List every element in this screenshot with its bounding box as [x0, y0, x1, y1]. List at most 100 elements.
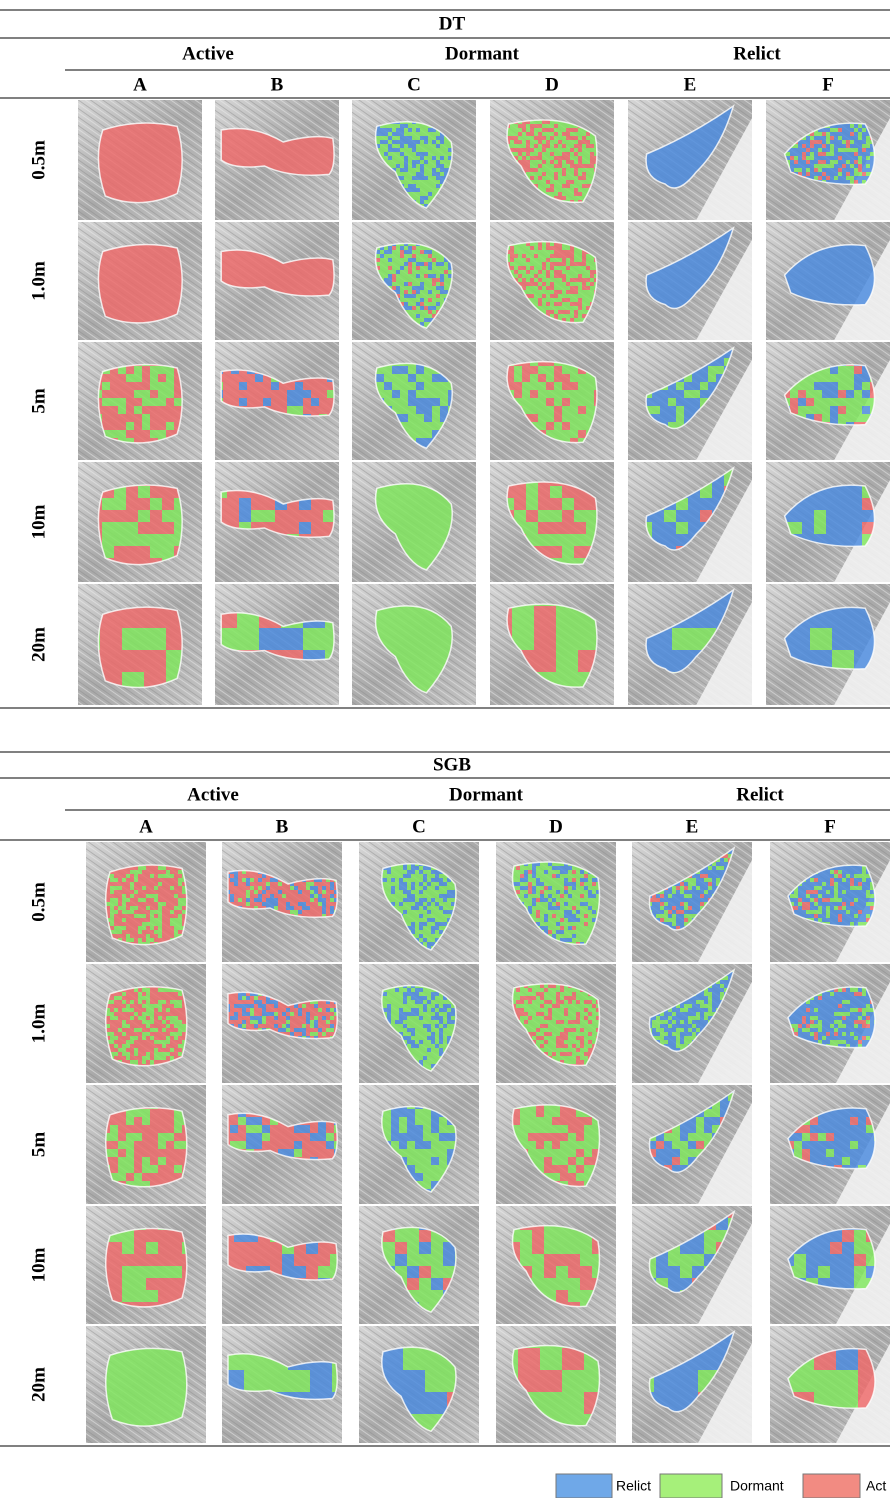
class-pixel: [850, 156, 854, 160]
class-pixel: [424, 168, 428, 172]
class-pixel: [590, 290, 594, 294]
class-pixel: [522, 258, 526, 262]
class-pixel: [420, 306, 424, 310]
class-pixel: [404, 176, 408, 180]
class-pixel: [578, 140, 582, 144]
class-pixel: [582, 262, 586, 266]
class-pixel: [408, 188, 412, 192]
class-pixel: [806, 164, 810, 168]
class-pixel: [404, 172, 408, 176]
class-pixel: [530, 124, 534, 128]
class-pixel: [542, 144, 546, 148]
class-pixel: [428, 192, 432, 196]
class-pixel: [412, 144, 416, 148]
class-pixel: [554, 294, 558, 298]
class-pixel: [554, 140, 558, 144]
class-pixel: [440, 286, 444, 290]
class-pixel: [834, 176, 838, 180]
class-pixel: [522, 136, 526, 140]
class-pixel: [586, 140, 590, 144]
class-pixel: [510, 140, 514, 144]
class-pixel: [558, 192, 562, 196]
class-pixel: [424, 160, 428, 164]
class-pixel: [420, 176, 424, 180]
class-pixel: [558, 168, 562, 172]
class-pixel: [826, 148, 830, 152]
class-pixel: [408, 278, 412, 282]
class-pixel: [404, 246, 408, 250]
class-pixel: [582, 274, 586, 278]
class-pixel: [538, 136, 542, 140]
class-pixel: [428, 180, 432, 184]
class-pixel: [562, 282, 566, 286]
class-pixel: [866, 140, 870, 144]
class-pixel: [538, 156, 542, 160]
class-pixel: [510, 250, 514, 254]
class-pixel: [554, 302, 558, 306]
class-pixel: [846, 132, 850, 136]
class-pixel: [582, 266, 586, 270]
class-pixel: [444, 266, 448, 270]
class-pixel: [416, 318, 420, 322]
class-pixel: [850, 144, 854, 148]
class-pixel: [392, 136, 396, 140]
class-pixel: [574, 318, 578, 322]
class-pixel: [554, 148, 558, 152]
class-pixel: [514, 144, 518, 148]
class-pixel: [854, 160, 858, 164]
class-pixel: [428, 184, 432, 188]
class-pixel: [810, 156, 814, 160]
class-pixel: [578, 262, 582, 266]
class-pixel: [530, 140, 534, 144]
class-pixel: [578, 298, 582, 302]
class-pixel: [550, 254, 554, 258]
class-pixel: [834, 132, 838, 136]
class-pixel: [574, 180, 578, 184]
class-pixel: [126, 406, 134, 414]
class-pixel: [392, 152, 396, 156]
class-pixel: [590, 152, 594, 156]
class-pixel: [428, 168, 432, 172]
class-pixel: [436, 262, 440, 266]
class-pixel: [558, 160, 562, 164]
class-pixel: [428, 164, 432, 168]
class-pixel: [578, 160, 582, 164]
class-pixel: [826, 160, 830, 164]
class-pixel: [566, 262, 570, 266]
class-pixel: [858, 160, 862, 164]
class-pixel: [518, 132, 522, 136]
class-pixel: [428, 282, 432, 286]
class-pixel: [408, 290, 412, 294]
class-pixel: [854, 128, 858, 132]
class-pixel: [416, 246, 420, 250]
class-pixel: [542, 180, 546, 184]
class-pixel: [412, 192, 416, 196]
class-pixel: [570, 310, 574, 314]
class-pixel: [590, 160, 594, 164]
class-pixel: [850, 140, 854, 144]
class-pixel: [388, 136, 392, 140]
class-pixel: [566, 250, 570, 254]
class-pixel: [574, 294, 578, 298]
class-pixel: [558, 282, 562, 286]
class-pixel: [412, 188, 416, 192]
class-pixel: [534, 302, 538, 306]
class-pixel: [526, 290, 530, 294]
class-pixel: [376, 136, 380, 140]
class-pixel: [562, 246, 566, 250]
class-pixel: [850, 128, 854, 132]
class-pixel: [570, 258, 574, 262]
class-pixel: [850, 168, 854, 172]
class-pixel: [562, 254, 566, 258]
class-pixel: [408, 128, 412, 132]
class-pixel: [534, 294, 538, 298]
class-pixel: [554, 290, 558, 294]
column-header: A: [133, 74, 147, 95]
class-pixel: [542, 168, 546, 172]
class-pixel: [570, 172, 574, 176]
class-pixel: [404, 160, 408, 164]
class-pixel: [428, 176, 432, 180]
class-pixel: [838, 136, 842, 140]
class-pixel: [428, 298, 432, 302]
class-pixel: [444, 156, 448, 160]
